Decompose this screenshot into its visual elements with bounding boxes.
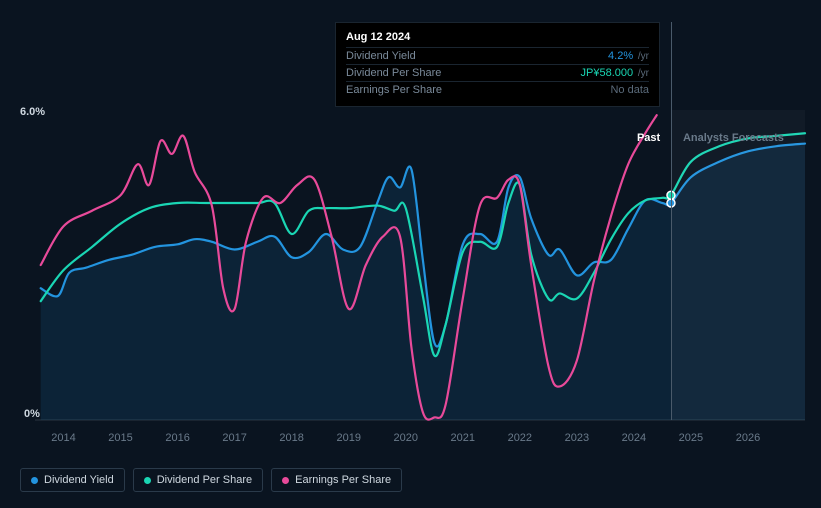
x-tick: 2022 xyxy=(508,432,532,444)
chart-legend: Dividend Yield Dividend Per Share Earnings… xyxy=(20,468,402,492)
forecast-label: Analysts Forecasts xyxy=(683,132,784,144)
tooltip-row: Dividend Per Share JP¥58.000 /yr xyxy=(346,64,649,81)
tooltip-row-label: Dividend Yield xyxy=(346,50,416,62)
x-tick: 2026 xyxy=(736,432,760,444)
x-tick: 2018 xyxy=(279,432,303,444)
past-label: Past xyxy=(637,132,660,144)
legend-item-dividend_yield[interactable]: Dividend Yield xyxy=(20,468,125,492)
legend-item-earnings_per_share[interactable]: Earnings Per Share xyxy=(271,468,402,492)
x-tick: 2014 xyxy=(51,432,75,444)
tooltip-row-value: JP¥58.000 /yr xyxy=(581,67,650,79)
legend-item-label: Dividend Per Share xyxy=(157,474,252,486)
legend-dot-icon xyxy=(282,477,289,484)
tooltip-row: Dividend Yield 4.2% /yr xyxy=(346,47,649,64)
x-tick: 2020 xyxy=(393,432,417,444)
chart-cursor-line xyxy=(671,22,672,420)
tooltip-row: Earnings Per Share No data xyxy=(346,81,649,98)
x-tick: 2017 xyxy=(222,432,246,444)
tooltip-row-label: Earnings Per Share xyxy=(346,84,442,96)
tooltip-row-value: 4.2% /yr xyxy=(608,50,649,62)
x-tick: 2024 xyxy=(622,432,646,444)
tooltip-row-label: Dividend Per Share xyxy=(346,67,441,79)
x-tick: 2019 xyxy=(336,432,360,444)
x-tick: 2015 xyxy=(108,432,132,444)
forecast-band xyxy=(671,110,805,420)
legend-item-dividend_per_share[interactable]: Dividend Per Share xyxy=(133,468,263,492)
legend-dot-icon xyxy=(31,477,38,484)
x-tick: 2021 xyxy=(451,432,475,444)
tooltip-row-value: No data xyxy=(610,84,649,96)
legend-item-label: Earnings Per Share xyxy=(295,474,391,486)
legend-dot-icon xyxy=(144,477,151,484)
x-tick: 2023 xyxy=(565,432,589,444)
x-tick: 2016 xyxy=(165,432,189,444)
tooltip-date: Aug 12 2024 xyxy=(346,31,649,43)
chart-tooltip: Aug 12 2024 Dividend Yield4.2% /yrDivide… xyxy=(335,22,660,107)
x-tick: 2025 xyxy=(679,432,703,444)
legend-item-label: Dividend Yield xyxy=(44,474,114,486)
